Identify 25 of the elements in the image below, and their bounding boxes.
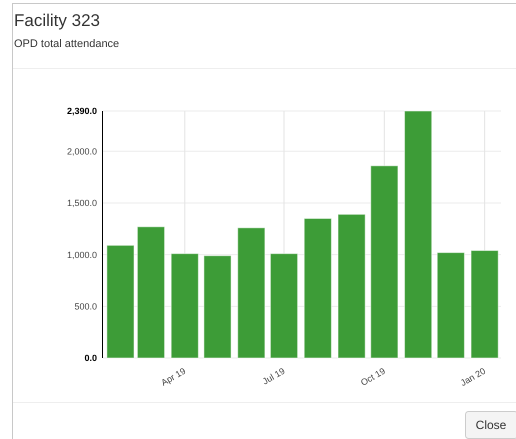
y-tick-label: 1,000.0 [66, 250, 97, 260]
x-tick-label: Oct 19 [358, 366, 387, 388]
x-tick-label: Jul 19 [260, 366, 287, 386]
bar [338, 214, 366, 358]
bar [270, 253, 298, 358]
bar [203, 255, 232, 358]
y-tick-label: 500.0 [74, 301, 97, 312]
x-tick-label: Jan 20 [458, 366, 488, 388]
y-tick-label: 0.0 [84, 353, 97, 364]
close-button: Close [465, 411, 516, 439]
y-tick-label: 1,500.0 [66, 198, 97, 208]
bar [136, 226, 166, 358]
bar [106, 244, 135, 358]
bar [370, 165, 398, 358]
y-tick-label: 2,390.0 [66, 106, 97, 116]
bar [470, 250, 499, 358]
bar [436, 252, 465, 358]
bar [304, 218, 332, 358]
x-tick-label: Apr 19 [159, 366, 188, 388]
bar [404, 110, 432, 358]
bar [170, 253, 199, 358]
chart-subtitle: OPD total attendance [14, 38, 120, 50]
chart-title: Facility 323 [14, 11, 100, 30]
bar [237, 227, 266, 358]
y-tick-label: 2,000.0 [66, 146, 97, 156]
